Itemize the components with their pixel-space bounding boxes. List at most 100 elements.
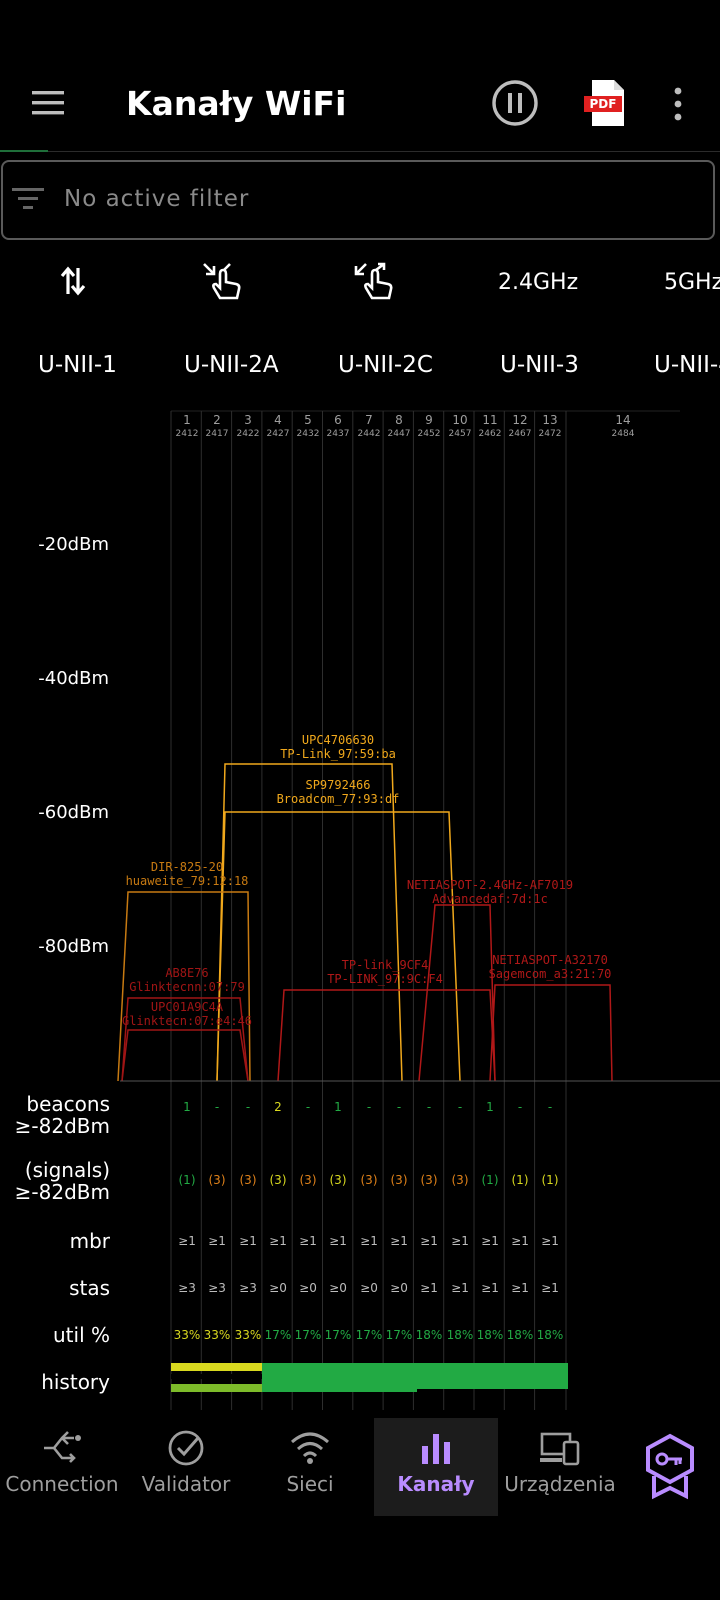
wifi-icon [288, 1428, 332, 1468]
signals-cell: (3) [445, 1173, 475, 1187]
beacons-cell: - [293, 1100, 323, 1114]
beacons-cell: - [414, 1100, 444, 1114]
history-bar-bottom [417, 1384, 568, 1389]
channel-number: 12 [512, 413, 527, 427]
mbr-cell: ≥1 [354, 1234, 384, 1248]
nav-connection[interactable]: Connection [0, 1418, 124, 1516]
beacons-cell: - [535, 1100, 565, 1114]
devices-icon [538, 1428, 582, 1468]
signals-cell: (3) [323, 1173, 353, 1187]
network-bssid: TP-Link_97:59:ba [280, 747, 396, 761]
stas-label: stas [0, 1276, 110, 1300]
network-bssid: Glinktecnn:07:79 [129, 980, 245, 994]
channel-number: 10 [452, 413, 467, 427]
channel-number: 1 [183, 413, 191, 427]
nav-kanaly-active[interactable]: Kanały [374, 1418, 498, 1516]
network-bssid: huaweite_79:12:18 [126, 874, 249, 888]
network-shape [122, 1030, 248, 1081]
mbr-cell: ≥1 [323, 1234, 353, 1248]
signals-cell: (1) [475, 1173, 505, 1187]
nav-label-validator: Validator [124, 1472, 248, 1496]
nav-urzadzenia[interactable]: Urządzenia [498, 1418, 622, 1516]
network-bssid: TP-LINK_97:9C:F4 [327, 972, 443, 986]
beacons-label: beacons [0, 1092, 110, 1116]
util-cell: 17% [293, 1328, 323, 1342]
channel-frequency: 2447 [388, 429, 411, 439]
channel-number: 5 [304, 413, 312, 427]
channel-number: 4 [274, 413, 282, 427]
mbr-cell: ≥1 [263, 1234, 293, 1248]
network-ssid: UPC01A9C4A [151, 1000, 224, 1014]
y-axis-label: -80dBm [38, 936, 109, 957]
network-shape [278, 990, 495, 1081]
mbr-cell: ≥1 [414, 1234, 444, 1248]
beacons-cell: 1 [475, 1100, 505, 1114]
util-cell: 18% [535, 1328, 565, 1342]
mbr-label: mbr [0, 1229, 110, 1253]
network-ssid: TP-link_9CF4 [342, 958, 429, 972]
channel-frequency: 2422 [237, 429, 260, 439]
mbr-cell: ≥1 [505, 1234, 535, 1248]
nav-validator[interactable]: Validator [124, 1418, 248, 1516]
signals-cell: (1) [535, 1173, 565, 1187]
beacons-cell: 1 [172, 1100, 202, 1114]
util-cell: 18% [445, 1328, 475, 1342]
signals-cell: (3) [384, 1173, 414, 1187]
mbr-cell: ≥1 [475, 1234, 505, 1248]
channel-number: 13 [542, 413, 557, 427]
signals-label: (signals) [0, 1158, 110, 1182]
stas-cell: ≥3 [233, 1281, 263, 1295]
beacons-cell: - [354, 1100, 384, 1114]
mbr-cell: ≥1 [384, 1234, 414, 1248]
signals-cell: (3) [414, 1173, 444, 1187]
network-curve: NETIASPOT-A32170Sagemcom_a3:21:70 [489, 953, 612, 1081]
network-bssid: Advancedaf:7d:1c [432, 892, 548, 906]
beacons-cell: - [202, 1100, 232, 1114]
nav-label-connection: Connection [0, 1472, 124, 1496]
mbr-cell: ≥1 [172, 1234, 202, 1248]
stas-cell: ≥1 [414, 1281, 444, 1295]
util-cell: 17% [354, 1328, 384, 1342]
bar-chart-icon [414, 1428, 458, 1468]
network-ssid: NETIASPOT-A32170 [492, 953, 608, 967]
network-ssid: DIR-825-20 [151, 860, 223, 874]
history-bar-top [262, 1363, 568, 1371]
network-ssid: SP9792466 [305, 778, 370, 792]
beacons-cell: 1 [323, 1100, 353, 1114]
beacons-cell: - [384, 1100, 414, 1114]
network-shape [217, 812, 460, 1081]
stas-cell: ≥1 [535, 1281, 565, 1295]
connection-icon [40, 1428, 84, 1468]
channel-frequency: 2442 [358, 429, 381, 439]
beacons-threshold-label: ≥-82dBm [0, 1114, 110, 1138]
signals-cell: (3) [354, 1173, 384, 1187]
signals-cell: (1) [172, 1173, 202, 1187]
nav-premium[interactable] [640, 1432, 700, 1502]
channel-number: 8 [395, 413, 403, 427]
channel-frequency: 2484 [612, 429, 635, 439]
channel-number: 6 [334, 413, 342, 427]
mbr-cell: ≥1 [293, 1234, 323, 1248]
beacons-cell: - [505, 1100, 535, 1114]
channel-frequency: 2417 [206, 429, 229, 439]
util-cell: 18% [475, 1328, 505, 1342]
channel-number: 7 [365, 413, 373, 427]
network-bssid: Broadcom_77:93:df [277, 792, 400, 806]
util-cell: 18% [414, 1328, 444, 1342]
stas-cell: ≥0 [354, 1281, 384, 1295]
channel-grid [171, 411, 680, 1410]
nav-label-urzadzenia: Urządzenia [498, 1472, 622, 1496]
stas-cell: ≥0 [323, 1281, 353, 1295]
mbr-cell: ≥1 [202, 1234, 232, 1248]
util-cell: 18% [505, 1328, 535, 1342]
mbr-cell: ≥1 [535, 1234, 565, 1248]
signals-cell: (3) [233, 1173, 263, 1187]
signals-cell: (1) [505, 1173, 535, 1187]
util-cell: 17% [263, 1328, 293, 1342]
network-curves: UPC4706630TP-Link_97:59:baSP9792466Broad… [118, 733, 612, 1081]
channel-frequency: 2462 [479, 429, 502, 439]
mbr-cell: ≥1 [445, 1234, 475, 1248]
nav-sieci[interactable]: Sieci [248, 1418, 372, 1516]
beacons-cell: - [445, 1100, 475, 1114]
channel-frequency: 2432 [297, 429, 320, 439]
